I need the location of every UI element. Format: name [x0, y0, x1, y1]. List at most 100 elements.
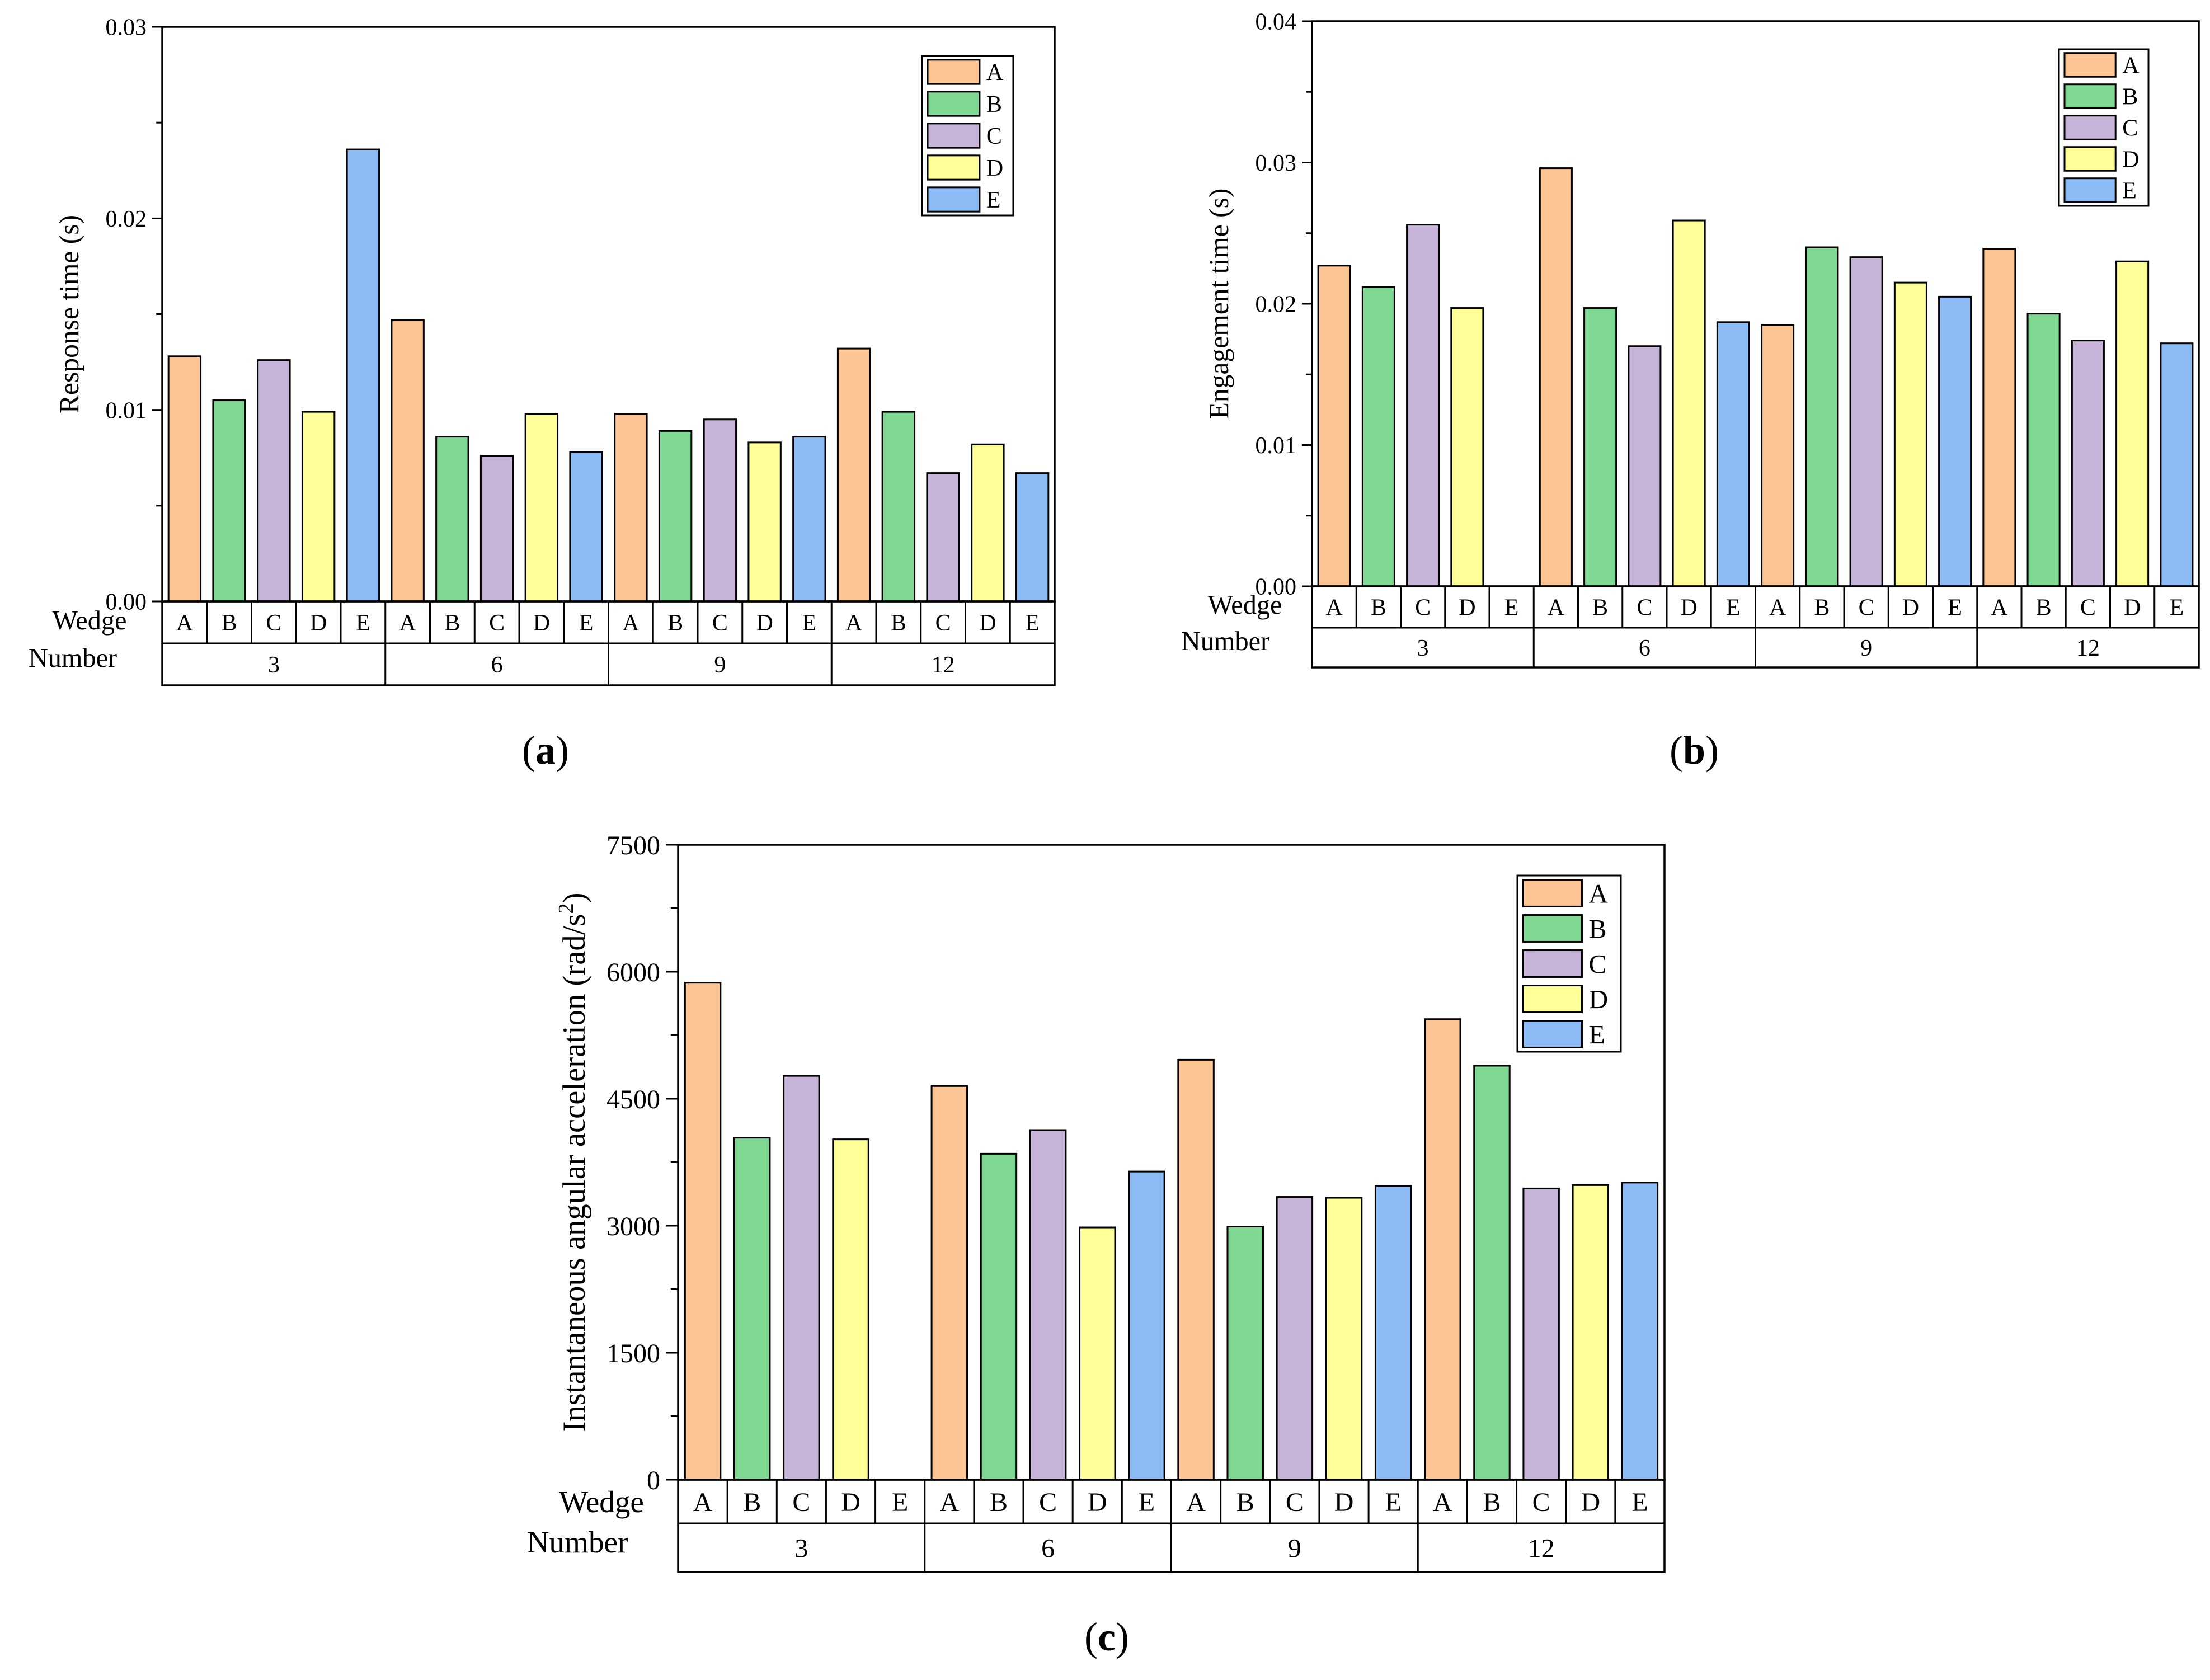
- y-tick-label: 0.03: [1256, 150, 1297, 176]
- bar-A-group-3: [1317, 265, 1351, 587]
- legend-label-D: D: [986, 156, 1003, 181]
- bar-C-group-3: [257, 359, 291, 603]
- bar-C-group-6: [479, 455, 514, 603]
- bar-A-group-12: [1982, 248, 2016, 587]
- bar-E-group-6: [569, 451, 603, 603]
- category-label-D: D: [1459, 595, 1475, 621]
- y-tick-label: 7500: [606, 831, 660, 860]
- category-label-B: B: [891, 610, 906, 636]
- bar-B-group-6: [1583, 307, 1617, 587]
- category-label-E: E: [1948, 595, 1962, 621]
- group-label-3: 3: [794, 1533, 808, 1563]
- category-label-B: B: [1371, 595, 1386, 621]
- category-label-C: C: [2080, 595, 2096, 621]
- category-label-C: C: [489, 610, 505, 636]
- x-label-wedge: Wedge: [1208, 590, 1282, 620]
- bar-D-group-6: [524, 413, 559, 603]
- bar-D-group-6: [1079, 1226, 1116, 1481]
- legend-swatch-D: [1522, 985, 1583, 1013]
- group-label-3: 3: [268, 652, 280, 678]
- legend-swatch-D: [2063, 146, 2117, 172]
- bar-D-group-3: [832, 1138, 869, 1481]
- bar-A-group-3: [167, 355, 202, 603]
- category-label-A: A: [939, 1488, 959, 1517]
- category-label-C: C: [266, 610, 281, 636]
- y-tick-label: 0: [647, 1466, 660, 1495]
- legend-label-A: A: [1588, 879, 1608, 909]
- y-tick-label: 0.00: [106, 590, 147, 615]
- legend-label-A: A: [986, 60, 1004, 86]
- category-label-A: A: [1433, 1488, 1452, 1517]
- caption-a: (a): [522, 728, 569, 773]
- legend-label-C: C: [1588, 949, 1606, 979]
- category-label-E: E: [1385, 1488, 1402, 1517]
- legend-label-C: C: [986, 124, 1002, 149]
- bar-C-group-6: [1628, 345, 1662, 587]
- legend-label-D: D: [2122, 147, 2139, 173]
- bar-A-group-6: [930, 1085, 968, 1481]
- category-label-C: C: [935, 610, 951, 636]
- legend-swatch-C: [1522, 949, 1583, 978]
- y-tick-label: 6000: [606, 958, 660, 987]
- legend-label-E: E: [2122, 178, 2137, 204]
- category-label-E: E: [1025, 610, 1040, 636]
- category-label-C: C: [1286, 1488, 1304, 1517]
- category-label-D: D: [756, 610, 773, 636]
- category-label-B: B: [667, 610, 683, 636]
- y-axis-label: Instantaneous angular acceleration (rad/…: [554, 892, 592, 1432]
- caption-b: (b): [1669, 728, 1719, 773]
- bar-D-group-9: [747, 441, 782, 603]
- legend-swatch-A: [1522, 879, 1583, 907]
- category-label-A: A: [1769, 595, 1786, 621]
- bar-E-group-12: [1621, 1182, 1659, 1481]
- bar-D-group-3: [301, 411, 336, 603]
- y-axis-label: Response time (s): [54, 215, 84, 413]
- bar-A-group-3: [684, 982, 722, 1481]
- category-label-C: C: [792, 1488, 810, 1517]
- legend-label-E: E: [1588, 1020, 1605, 1050]
- bar-A-group-6: [1539, 167, 1573, 587]
- bar-D-group-9: [1325, 1197, 1363, 1481]
- group-label-6: 6: [491, 652, 503, 678]
- category-label-D: D: [1680, 595, 1697, 621]
- category-label-B: B: [1483, 1488, 1501, 1517]
- legend-label-C: C: [2122, 116, 2138, 142]
- legend-label-D: D: [1588, 985, 1608, 1014]
- category-label-A: A: [1325, 595, 1343, 621]
- plot-frame: [161, 26, 1056, 603]
- bar-E-group-12: [2160, 342, 2194, 587]
- legend-swatch-A: [2063, 52, 2117, 78]
- category-label-D: D: [1581, 1488, 1600, 1517]
- bar-A-group-12: [836, 347, 871, 603]
- category-label-B: B: [1814, 595, 1830, 621]
- category-label-A: A: [1991, 595, 2008, 621]
- group-label-12: 12: [1528, 1533, 1555, 1563]
- category-label-C: C: [1637, 595, 1652, 621]
- bar-E-group-9: [792, 436, 826, 603]
- bar-B-group-9: [1805, 246, 1839, 587]
- category-label-E: E: [1139, 1488, 1155, 1517]
- bar-B-group-9: [1226, 1226, 1264, 1481]
- bar-A-group-9: [1177, 1058, 1215, 1481]
- bar-A-group-9: [614, 413, 648, 603]
- category-label-B: B: [1592, 595, 1608, 621]
- category-label-A: A: [845, 610, 863, 636]
- x-label-wedge: Wedge: [53, 606, 127, 636]
- y-axis-label: Engagement time (s): [1203, 189, 1234, 420]
- bar-C-group-12: [1522, 1187, 1560, 1481]
- category-label-B: B: [990, 1488, 1008, 1517]
- bar-B-group-12: [2026, 313, 2061, 587]
- legend-swatch-E: [1522, 1020, 1583, 1048]
- bar-B-group-12: [1473, 1065, 1511, 1481]
- bar-E-group-9: [1374, 1185, 1412, 1481]
- category-label-E: E: [1726, 595, 1741, 621]
- y-tick-label: 1500: [606, 1339, 660, 1368]
- legend-swatch-B: [927, 91, 981, 117]
- group-label-12: 12: [2076, 636, 2100, 661]
- bar-B-group-3: [1361, 286, 1395, 587]
- legend-label-B: B: [1588, 914, 1606, 944]
- group-label-6: 6: [1639, 636, 1651, 661]
- bar-D-group-6: [1672, 219, 1706, 587]
- bar-C-group-6: [1029, 1129, 1067, 1481]
